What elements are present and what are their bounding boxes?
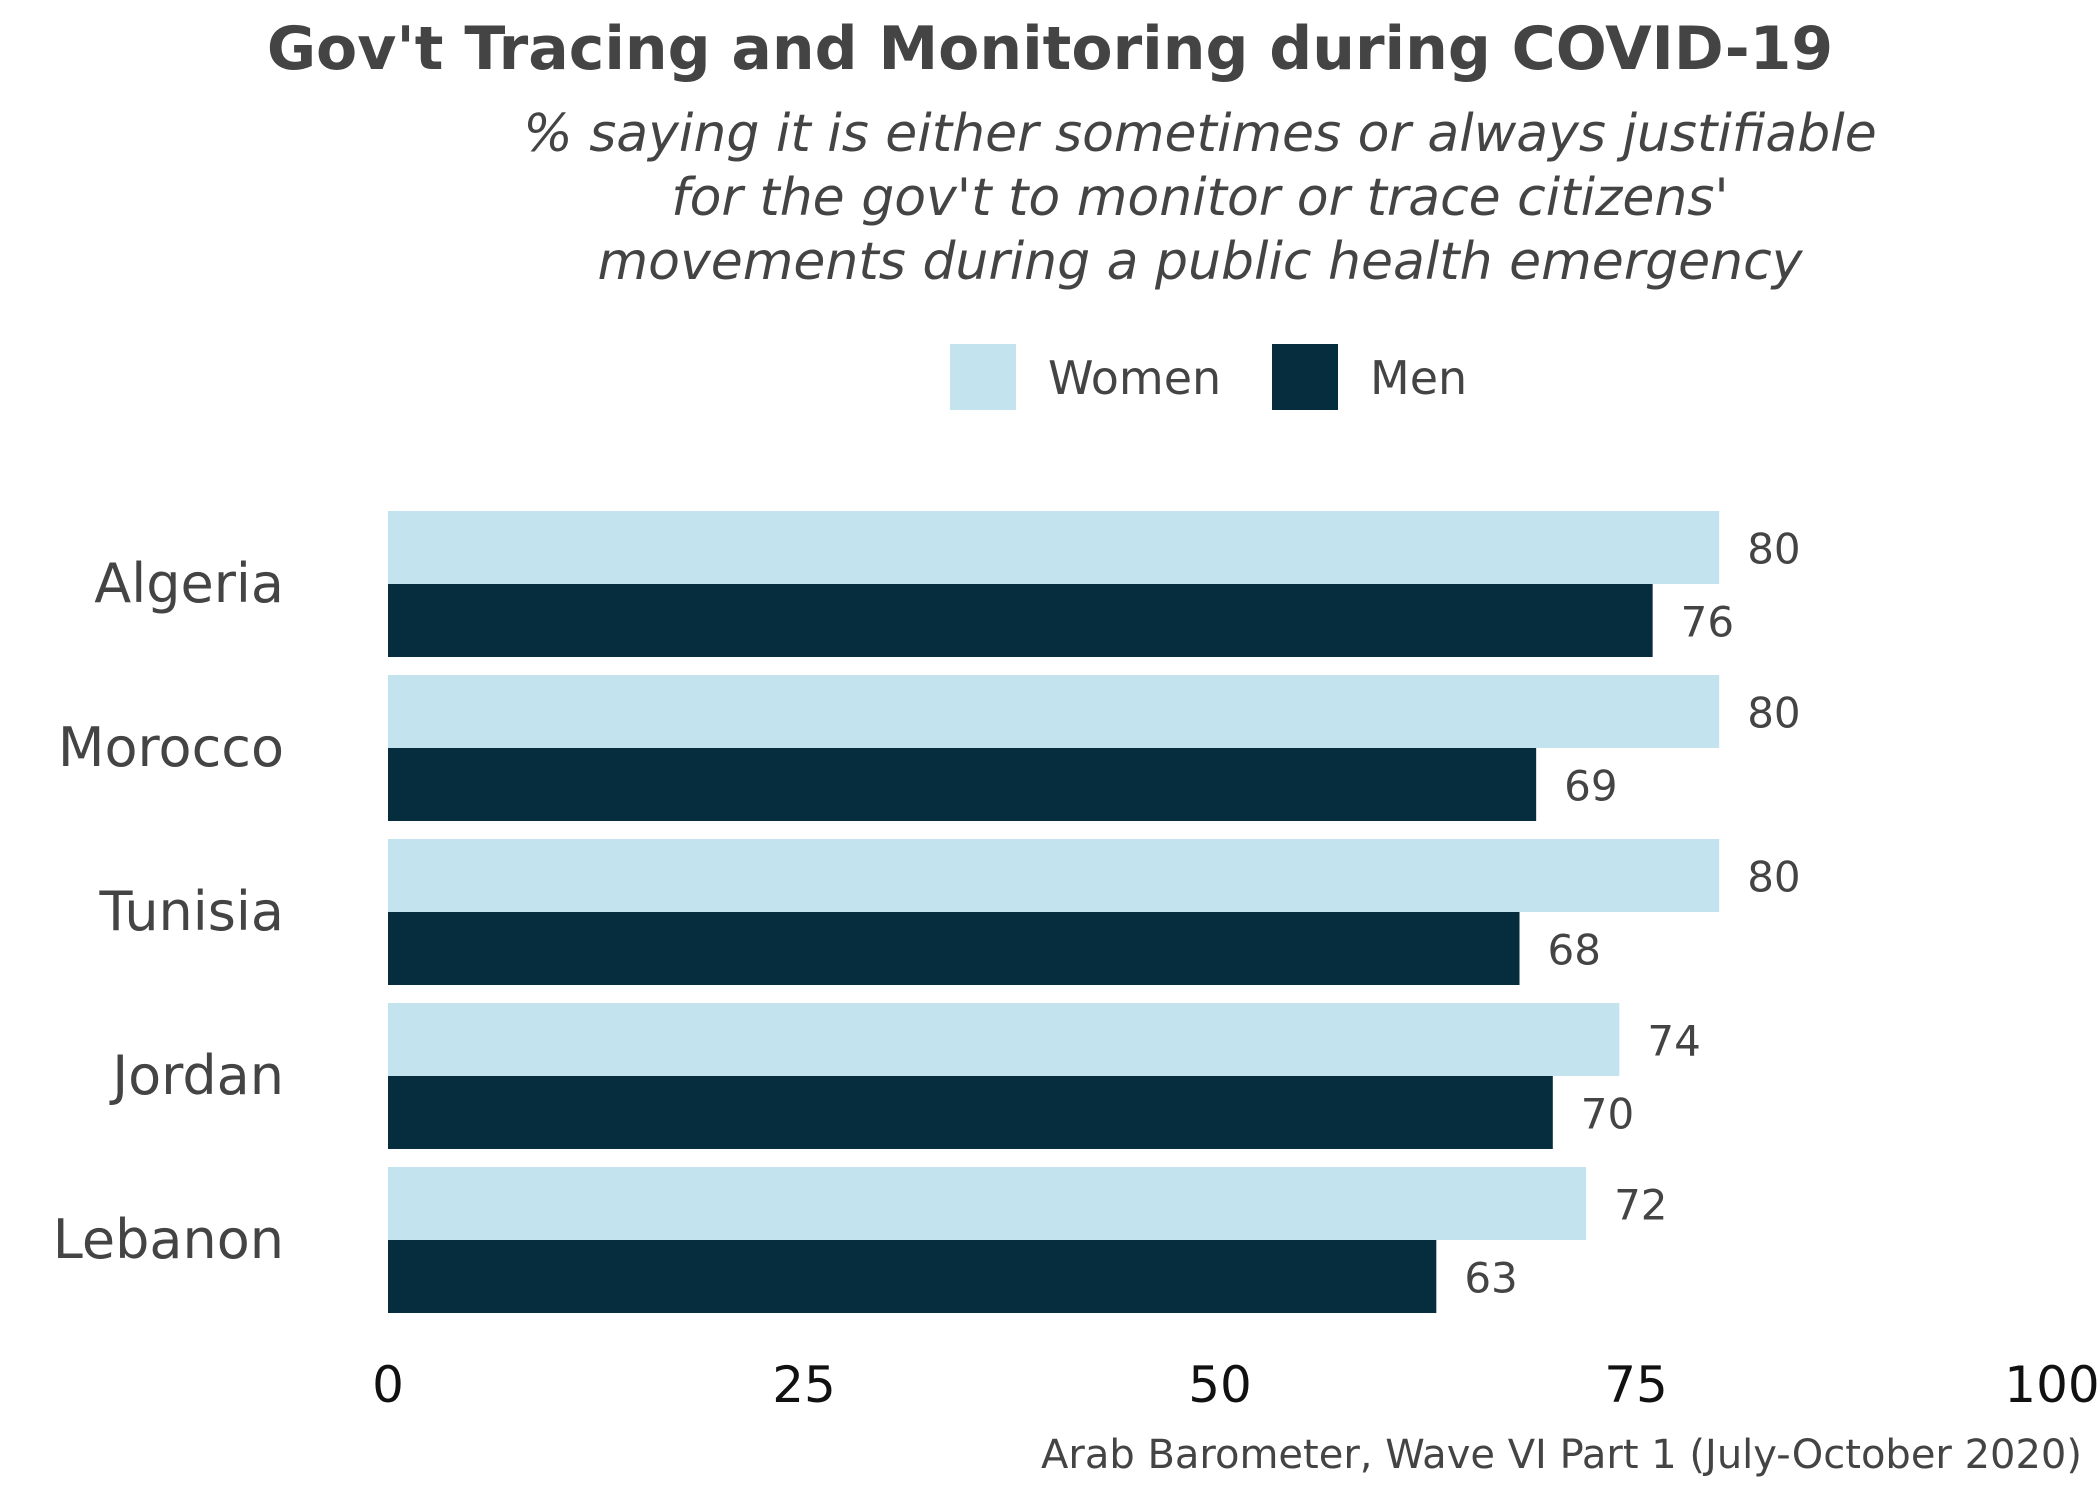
data-label: 70 (1581, 1090, 1634, 1139)
x-tick-label: 0 (372, 1356, 404, 1414)
bar (388, 1167, 1587, 1240)
subtitle-line-1: % saying it is either sometimes or alway… (523, 104, 1877, 164)
subtitle-line-3: movements during a public health emergen… (597, 232, 1803, 292)
x-tick-label: 100 (2004, 1356, 2099, 1414)
bar (388, 1003, 1620, 1076)
data-label: 76 (1681, 598, 1734, 647)
legend: Women Men (0, 340, 2100, 410)
category-label: Lebanon (53, 1208, 284, 1271)
bar (388, 1076, 1553, 1149)
data-label: 80 (1747, 525, 1800, 574)
data-label: 68 (1548, 926, 1601, 975)
x-tick-label: 50 (1188, 1356, 1252, 1414)
bar (388, 511, 1720, 584)
legend-label-women: Women (1048, 351, 1222, 405)
legend-swatch-women (950, 344, 1016, 410)
data-label: 63 (1464, 1254, 1517, 1303)
category-label: Jordan (109, 1044, 284, 1107)
legend-swatch-men (1272, 344, 1338, 410)
data-label: 80 (1747, 689, 1800, 738)
data-label: 69 (1564, 762, 1617, 811)
chart-subtitle: % saying it is either sometimes or alway… (240, 102, 2100, 294)
category-label: Algeria (94, 552, 284, 615)
bar (388, 748, 1537, 821)
chart-caption: Arab Barometer, Wave VI Part 1 (July-Oct… (1041, 1432, 2082, 1478)
data-label: 80 (1747, 853, 1800, 902)
data-label: 74 (1647, 1017, 1700, 1066)
data-label: 72 (1614, 1181, 1667, 1230)
x-tick-label: 75 (1604, 1356, 1668, 1414)
bar (388, 1240, 1437, 1313)
category-label: Morocco (58, 716, 284, 779)
bar (388, 675, 1720, 748)
bar (388, 584, 1653, 657)
x-tick-label: 25 (772, 1356, 836, 1414)
bar (388, 839, 1720, 912)
category-label: Tunisia (99, 880, 284, 943)
chart-title: Gov't Tracing and Monitoring during COVI… (266, 14, 1834, 84)
legend-label-men: Men (1370, 351, 1468, 405)
subtitle-line-2: for the gov't to monitor or trace citize… (671, 168, 1729, 228)
bar (388, 912, 1520, 985)
